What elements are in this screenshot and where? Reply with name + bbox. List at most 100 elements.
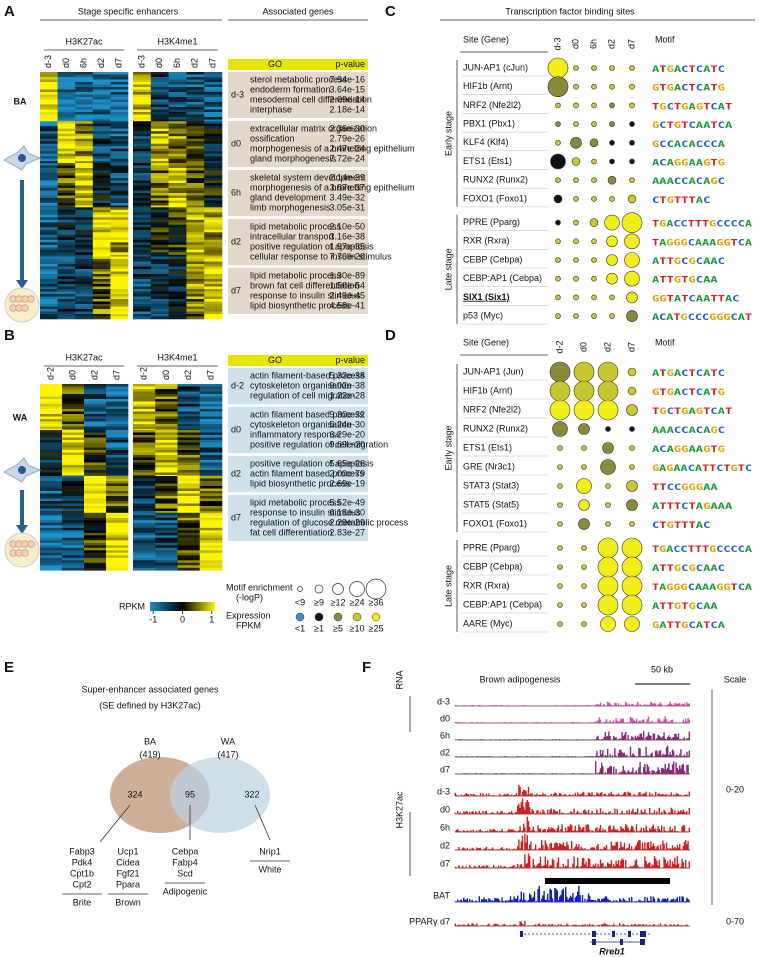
gene: Fgf21 bbox=[116, 868, 139, 878]
heatmap-cell bbox=[168, 185, 187, 189]
heatmap-cell bbox=[75, 314, 94, 317]
heatmap-cell bbox=[84, 447, 107, 451]
heatmap-cell bbox=[40, 261, 58, 265]
heatmap-cell bbox=[168, 266, 187, 270]
heatmap-cell bbox=[199, 406, 223, 410]
heatmap-cell bbox=[168, 271, 187, 275]
heatmap-cell bbox=[62, 567, 85, 571]
go-pvalue: 1.56e-54 bbox=[329, 280, 365, 290]
heatmap-cell bbox=[40, 148, 58, 152]
heatmap-cell bbox=[168, 77, 187, 80]
heatmap-cell bbox=[40, 309, 58, 312]
motif-dot bbox=[602, 442, 614, 454]
heatmap-cell bbox=[199, 416, 223, 420]
site-label: NRF2 (Nfe2l2) bbox=[463, 100, 521, 110]
heatmap-cell bbox=[186, 296, 205, 300]
heatmap-cell bbox=[75, 133, 94, 137]
heatmap-cell bbox=[133, 212, 152, 216]
heatmap-cell bbox=[155, 491, 178, 494]
motif-dot bbox=[591, 257, 597, 263]
heatmap-cell bbox=[92, 82, 111, 85]
heatmap-cell bbox=[57, 205, 76, 209]
heatmap-cell bbox=[75, 214, 94, 218]
go-group-bg bbox=[228, 368, 368, 404]
heatmap-cell bbox=[168, 227, 187, 231]
column-label: d-3 bbox=[136, 55, 146, 68]
heatmap-cell bbox=[57, 195, 76, 199]
heatmap-cell bbox=[110, 296, 129, 300]
heatmap-cell bbox=[75, 89, 94, 93]
heatmap-cell bbox=[168, 296, 187, 300]
gene: Ppara bbox=[116, 879, 140, 889]
heatmap-cell bbox=[84, 547, 107, 551]
heatmap-cell bbox=[110, 286, 129, 290]
heatmap-cell bbox=[150, 126, 169, 129]
heatmap-cell bbox=[204, 87, 223, 90]
heatmap-cell bbox=[204, 289, 223, 292]
heatmap-cell bbox=[199, 493, 223, 497]
heatmap-cell bbox=[40, 506, 63, 509]
heatmap-cell bbox=[92, 212, 111, 216]
heatmap-cell bbox=[199, 525, 223, 529]
heatmap-cell bbox=[186, 276, 205, 280]
heatmap-cell bbox=[204, 178, 223, 181]
heatmap-cell bbox=[150, 274, 169, 277]
heatmap-cell bbox=[186, 294, 205, 297]
heatmap-cell bbox=[204, 151, 223, 154]
heatmap-cell bbox=[204, 274, 223, 277]
droplet-icon bbox=[27, 540, 35, 548]
go-pvalue: 9.30e-32 bbox=[329, 409, 365, 419]
heatmap-cell bbox=[177, 508, 201, 512]
heatmap-cell bbox=[84, 457, 107, 461]
heatmap-cell bbox=[168, 183, 187, 186]
column-label: d2 bbox=[96, 58, 106, 68]
heatmap-cell bbox=[57, 117, 76, 120]
heatmap-cell bbox=[57, 294, 76, 297]
heatmap-cell bbox=[92, 107, 111, 110]
go-header: p-value bbox=[335, 59, 365, 69]
heatmap-cell bbox=[106, 470, 129, 473]
heatmap-cell bbox=[92, 84, 111, 88]
heatmap-cell bbox=[155, 555, 178, 559]
heatmap-cell bbox=[110, 188, 129, 191]
motif-dot bbox=[557, 445, 563, 451]
heatmap-cell bbox=[92, 256, 111, 260]
heatmap-cell bbox=[133, 286, 152, 290]
colorbar-tick-label: 1 bbox=[209, 614, 214, 624]
heatmap-cell bbox=[106, 386, 129, 390]
heatmap-cell bbox=[204, 264, 223, 267]
heatmap-cell bbox=[40, 161, 58, 164]
heatmap-cell bbox=[204, 234, 223, 238]
heatmap-cell bbox=[199, 530, 223, 534]
heatmap-cell bbox=[199, 419, 223, 422]
heatmap-cell bbox=[75, 148, 94, 152]
heatmap-cell bbox=[133, 131, 152, 134]
heatmap-cell bbox=[110, 87, 129, 90]
heatmap-cell bbox=[186, 256, 205, 260]
heatmap-cell bbox=[84, 389, 107, 392]
heatmap-cell bbox=[133, 389, 156, 392]
heatmap-cell bbox=[40, 421, 63, 425]
heatmap-cell bbox=[177, 455, 201, 458]
heatmap-cell bbox=[62, 478, 85, 482]
heatmap-cell bbox=[92, 114, 111, 118]
heatmap-cell bbox=[199, 447, 223, 451]
go-pvalue: 9.69e-20 bbox=[329, 439, 365, 449]
heatmap-cell bbox=[40, 520, 63, 524]
heatmap-cell bbox=[40, 77, 58, 80]
heatmap-cell bbox=[155, 532, 178, 536]
heatmap-cell bbox=[133, 244, 152, 248]
heatmap-cell bbox=[110, 170, 129, 174]
panel-label: F bbox=[362, 659, 371, 676]
heatmap-cell bbox=[177, 409, 201, 412]
heatmap-cell bbox=[168, 188, 187, 191]
heatmap-cell bbox=[133, 299, 152, 302]
heatmap-cell bbox=[155, 465, 178, 468]
heatmap-cell bbox=[177, 416, 201, 420]
motif-dot bbox=[591, 238, 597, 245]
heatmap-cell bbox=[75, 200, 94, 204]
heatmap-cell bbox=[40, 481, 63, 484]
heatmap-cell bbox=[40, 178, 58, 181]
heatmap-cell bbox=[40, 296, 58, 300]
